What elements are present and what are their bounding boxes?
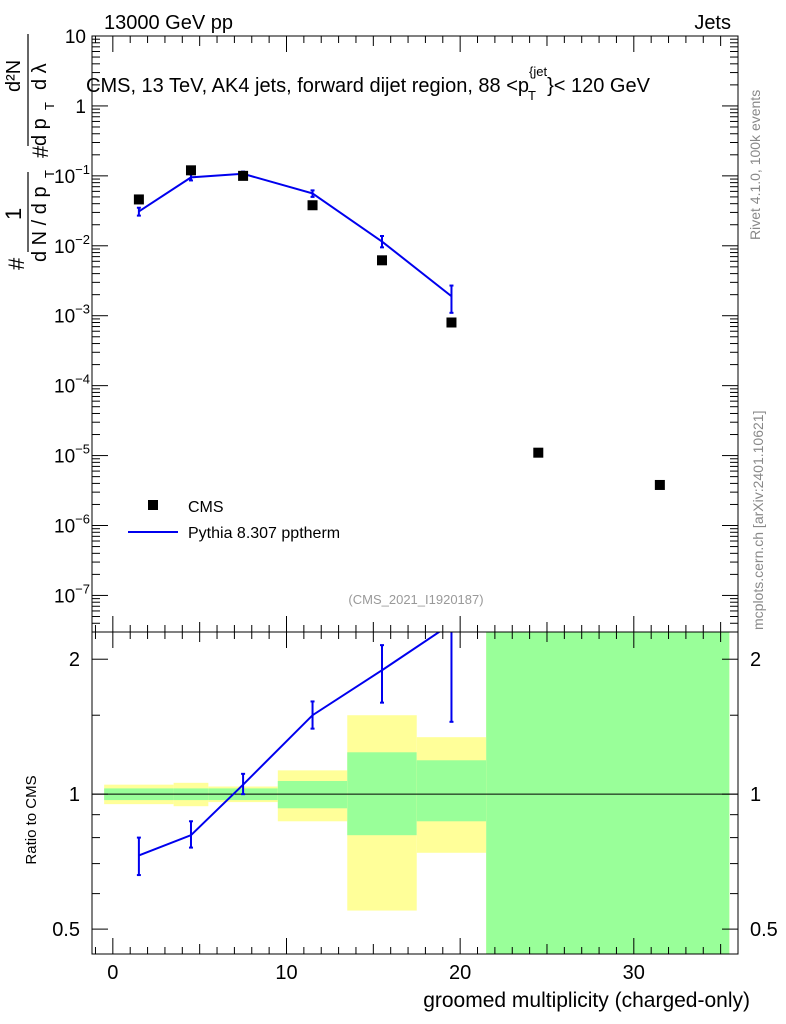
- ratio-frame: [91, 631, 739, 955]
- ratio-ytick-label-right: 1: [750, 784, 761, 806]
- cms-data-point: [533, 447, 544, 458]
- ylabel-dp: d p: [29, 118, 51, 146]
- main-x-ticks: [94, 36, 722, 632]
- plot-title-prefix: CMS, 13 TeV, AK4 jets, forward dijet reg…: [86, 75, 529, 97]
- main-ytick-label-base: 10: [54, 167, 75, 188]
- x-tick-label: 10: [275, 962, 297, 984]
- main-ytick-label: 10: [65, 27, 86, 48]
- cms-data-point: [654, 479, 665, 490]
- cms-data-point: [377, 255, 388, 266]
- main-ytick-label: 10−1: [54, 162, 90, 188]
- cms-data-point: [133, 194, 144, 205]
- main-data-series: [133, 165, 665, 490]
- plot-title-sup: {jet: [529, 64, 547, 79]
- ratio-ytick-label: 1: [69, 784, 80, 806]
- main-ytick-label-exp: −2: [75, 232, 90, 247]
- header-right: Jets: [694, 12, 731, 34]
- legend-label-pythia: Pythia 8.307 pptherm: [188, 525, 340, 542]
- x-tick-label: 20: [449, 962, 471, 984]
- legend-label-cms: CMS: [188, 499, 224, 516]
- ratio-ytick-label-right: 0.5: [750, 919, 778, 941]
- mcplots-label: mcplots.cern.ch [arXiv:2401.10621]: [750, 411, 766, 630]
- main-ytick-label: 10−6: [54, 512, 90, 538]
- main-ytick-label: 10−7: [54, 581, 90, 607]
- ratio-ytick-label: 2: [69, 649, 80, 671]
- main-mc-line: [138, 172, 453, 298]
- main-ytick-label: 10−2: [54, 232, 90, 258]
- main-ytick-label: 1: [75, 97, 86, 118]
- ylabel-dN: d N / d p: [29, 186, 51, 262]
- main-ytick-label-base: 10: [54, 377, 75, 398]
- plot-title: CMS, 13 TeV, AK4 jets, forward dijet reg…: [86, 64, 651, 103]
- ratio-mc-line: [138, 632, 441, 857]
- ratio-band-inner: [416, 760, 487, 822]
- main-y-label: # 1 d N / d p T # d²N d p T d λ: [1, 34, 57, 270]
- x-axis-label: groomed multiplicity (charged-only): [423, 989, 750, 1012]
- plot-title-sub: T: [528, 88, 536, 103]
- cms-data-point: [185, 165, 196, 176]
- main-ytick-label-exp: −5: [75, 442, 90, 457]
- main-ytick-label-base: 10: [54, 237, 75, 258]
- main-frame: [91, 35, 739, 633]
- analysis-id: (CMS_2021_I1920187): [348, 592, 483, 607]
- ylabel-dlambda: d λ: [29, 63, 51, 90]
- ratio-y-ticks: 0.5 0.5 1 1 2 2: [52, 649, 778, 941]
- ylabel-one: 1: [1, 208, 26, 220]
- ylabel-hash: #: [4, 257, 29, 270]
- ratio-series: [136, 632, 454, 877]
- legend: CMS Pythia 8.307 pptherm: [128, 499, 340, 542]
- ratio-y-label: Ratio to CMS: [23, 775, 40, 864]
- ylabel-T: T: [42, 170, 57, 178]
- ratio-band-inner: [486, 632, 730, 954]
- cms-data-point: [238, 170, 249, 181]
- ylabel-hash2: #: [28, 145, 53, 158]
- rivet-label: Rivet 4.1.0, 100k events: [747, 90, 763, 240]
- main-mc-series: [136, 170, 454, 314]
- main-ytick-label-exp: −6: [75, 512, 90, 527]
- main-ytick-label-base: 10: [54, 586, 75, 607]
- main-ytick-label: 10−5: [54, 442, 90, 468]
- cms-data-point: [446, 317, 457, 328]
- main-ytick-label-base: 10: [54, 517, 75, 538]
- ratio-ytick-label-right: 2: [750, 649, 761, 671]
- main-ytick-label-base: 10: [54, 307, 75, 328]
- main-ytick-label-exp: −3: [75, 302, 90, 317]
- ratio-x-ticks: 0 10 20 30: [94, 632, 722, 984]
- main-ytick-label-exp: −7: [75, 581, 90, 596]
- main-ytick-label-exp: −1: [75, 162, 90, 177]
- ratio-ytick-label: 0.5: [52, 919, 80, 941]
- legend-marker-cms: [148, 500, 158, 510]
- main-ytick-label-base: 10: [54, 447, 75, 468]
- plot-title-suffix: }< 120 GeV: [547, 75, 651, 97]
- x-tick-label: 0: [107, 962, 118, 984]
- header-left: 13000 GeV pp: [104, 12, 233, 34]
- ylabel-T2: T: [42, 102, 57, 110]
- cms-data-point: [307, 200, 318, 211]
- main-ytick-label: 10−4: [54, 372, 90, 398]
- x-tick-label: 30: [623, 962, 645, 984]
- ratio-uncertainty-bands: [104, 632, 730, 954]
- ylabel-d2N: d²N: [3, 60, 25, 92]
- main-ytick-label-exp: −4: [75, 372, 90, 387]
- main-ytick-label: 10−3: [54, 302, 90, 328]
